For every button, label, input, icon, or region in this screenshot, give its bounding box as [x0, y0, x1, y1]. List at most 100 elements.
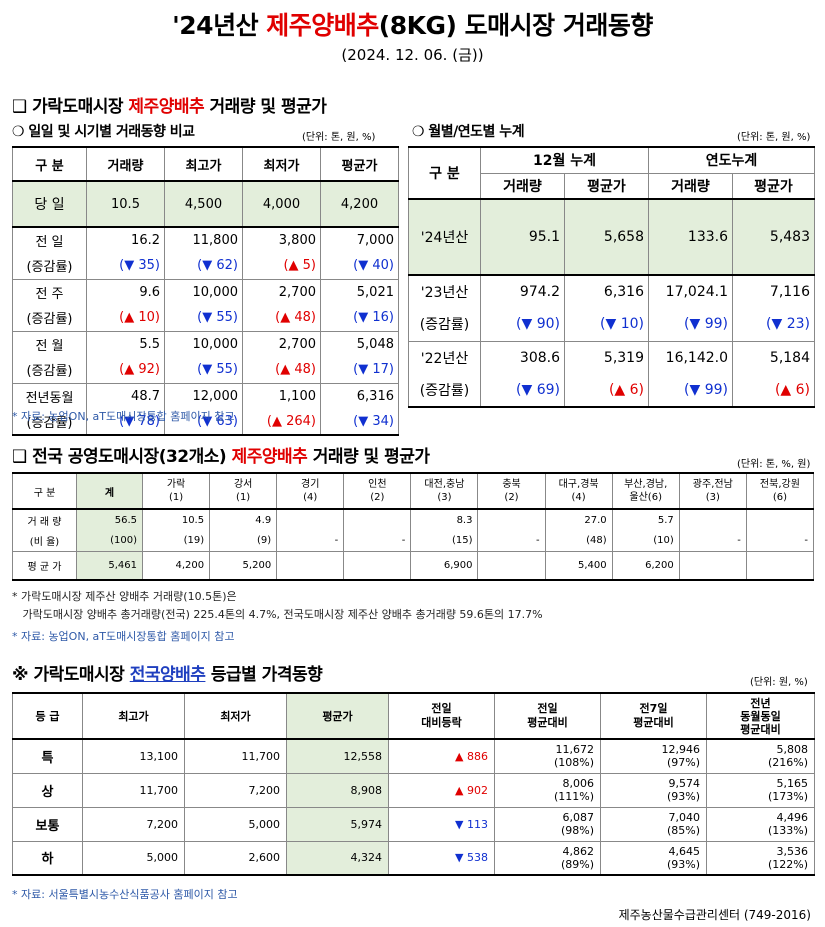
- table-cell: 6,316: [564, 274, 649, 308]
- change-label: (증감률): [408, 374, 481, 408]
- monthly-header-avg: 평균가: [564, 172, 649, 200]
- grade-prev-year: 3,536 (122%): [706, 840, 815, 876]
- ratio-cell: -: [276, 530, 345, 552]
- percent: (108%): [553, 756, 594, 770]
- value: 12,946: [661, 743, 701, 757]
- grade-max: 13,100: [82, 738, 185, 774]
- change-cell: (▼ 99): [648, 374, 733, 408]
- value: 3,536: [776, 844, 809, 858]
- grade-prev7: 12,946 (97%): [600, 738, 707, 774]
- volume-cell: 4.9: [209, 508, 278, 530]
- change-cell: (▼ 62): [164, 253, 243, 280]
- year23-label: '23년산: [408, 274, 481, 308]
- value: 7,040: [668, 811, 701, 824]
- grade-label: 특: [12, 738, 83, 774]
- current-cell: 5,483: [732, 198, 815, 276]
- percent: (98%): [560, 824, 594, 837]
- page-title: '24년산 제주양배추(8KG) 도매시장 거래동향: [172, 11, 653, 40]
- source-note-1: * 자료: 농업ON, aT도매시장통합 홈페이지 참고: [12, 410, 235, 423]
- daily-header-min: 최저가: [242, 146, 321, 182]
- grade-header: 최저가: [184, 692, 287, 740]
- prev-day-label: 전 일: [12, 226, 87, 253]
- note-line-1: * 가락도매시장 제주산 양배추 거래량(10.5톤)은: [12, 590, 237, 603]
- market-name: 인천: [368, 479, 387, 490]
- market-header: 대전,충남 (3): [410, 472, 479, 510]
- change-cell: (▼ 99): [648, 308, 733, 342]
- grade-max: 5,000: [82, 840, 185, 876]
- section1-title: ❑ 가락도매시장 제주양배추 거래량 및 평균가: [12, 97, 327, 117]
- percent: (93%): [666, 857, 700, 871]
- market-header: 전북,강원 (6): [745, 472, 815, 510]
- table-cell: 6,316: [320, 382, 399, 409]
- grade-row: 특 13,100 11,700 12,558 ▲ 886 11,672 (108%…: [12, 738, 815, 774]
- market-name: 가락: [166, 479, 186, 490]
- market-name: 대전,충남: [424, 479, 465, 490]
- prev-year-label: 전년동월: [12, 382, 87, 409]
- percent: (93%): [666, 790, 700, 803]
- market-header: 대구,경북 (4): [544, 472, 613, 510]
- market-header: 강서 (1): [209, 472, 278, 510]
- volume-cell: 56.5: [76, 508, 143, 530]
- national-table: 구 분 계 가락 (1) 강서 (1) 경기 (4) 인천 (2) 대전,충남 (3) 충…: [12, 472, 815, 581]
- grade-header: 전년 동월동일 평균대비: [706, 692, 815, 740]
- daily-header-volume: 거래량: [86, 146, 165, 182]
- ratio-cell: -: [477, 530, 546, 552]
- market-name: 강서: [233, 479, 253, 490]
- change-cell: (▲ 264): [242, 409, 321, 436]
- national-unit: (단위: 톤, %, 원): [737, 459, 811, 470]
- table-cell: 5,021: [320, 278, 399, 305]
- market-header: 인천 (2): [343, 472, 412, 510]
- prev-month-label: 전 월: [12, 330, 87, 357]
- grade-label: 보통: [12, 806, 83, 842]
- grade-prev7: 4,645 (93%): [600, 840, 707, 876]
- ratio-cell: (9): [209, 530, 278, 552]
- ratio-cell: (15): [410, 530, 479, 552]
- daily-unit: (단위: 톤, 원, %): [302, 132, 376, 143]
- grade-avg: 4,324: [286, 840, 389, 876]
- value: 6,087: [562, 811, 595, 824]
- volume-cell: 10.5: [141, 508, 211, 530]
- current-year-label: '24년산: [408, 198, 481, 276]
- change-cell: (▼ 55): [164, 305, 243, 332]
- percent: (89%): [560, 857, 594, 871]
- year-header-volume: 거래량: [648, 172, 733, 200]
- value: 9,574: [668, 777, 701, 790]
- market-count: (3): [437, 492, 452, 503]
- price-cell: [276, 550, 345, 581]
- source-note-2: * 자료: 농업ON, aT도매시장통합 홈페이지 참고: [12, 630, 235, 643]
- market-header: 광주,전남 (3): [678, 472, 747, 510]
- monthly-header-label: 구 분: [408, 146, 481, 200]
- market-name: 부산,경남,: [624, 479, 668, 490]
- percent: (216%): [767, 756, 808, 770]
- grade-prev-year: 4,496 (133%): [706, 806, 815, 842]
- grade-prev-day: 6,087 (98%): [494, 806, 601, 842]
- grade-label: 하: [12, 840, 83, 876]
- market-count: (1): [236, 492, 251, 503]
- change-cell: (▲ 5): [242, 253, 321, 280]
- daily-header-label: 구 분: [12, 146, 87, 182]
- price-label: 평 균 가: [12, 550, 77, 581]
- price-cell: [343, 550, 412, 581]
- percent: (97%): [666, 756, 700, 770]
- table-cell: 5,319: [564, 340, 649, 374]
- ratio-cell: (100): [76, 530, 143, 552]
- volume-label: 거 래 량: [12, 508, 77, 530]
- value: 5,808: [776, 743, 809, 757]
- market-count: (2): [370, 492, 385, 503]
- value: 4,645: [668, 844, 701, 858]
- source-note-3: * 자료: 서울특별시농수산식품공사 홈페이지 참고: [12, 888, 238, 901]
- market-count: (4): [571, 492, 586, 503]
- ratio-cell: -: [678, 530, 747, 552]
- monthly-header-volume: 거래량: [480, 172, 565, 200]
- change-cell: (▲ 48): [242, 357, 321, 384]
- ratio-label: (비 율): [12, 530, 77, 552]
- grade-prev-year: 5,165 (173%): [706, 772, 815, 808]
- value: 11,672: [555, 743, 595, 757]
- change-cell: (▼ 78): [86, 409, 165, 436]
- volume-cell: [276, 508, 345, 530]
- table-cell: 974.2: [480, 274, 565, 308]
- grade-row: 보통 7,200 5,000 5,974 ▼ 113 6,087 (98%) 7,…: [12, 806, 815, 842]
- volume-cell: [745, 508, 815, 530]
- percent: (85%): [666, 824, 700, 837]
- price-cell: 5,400: [544, 550, 613, 581]
